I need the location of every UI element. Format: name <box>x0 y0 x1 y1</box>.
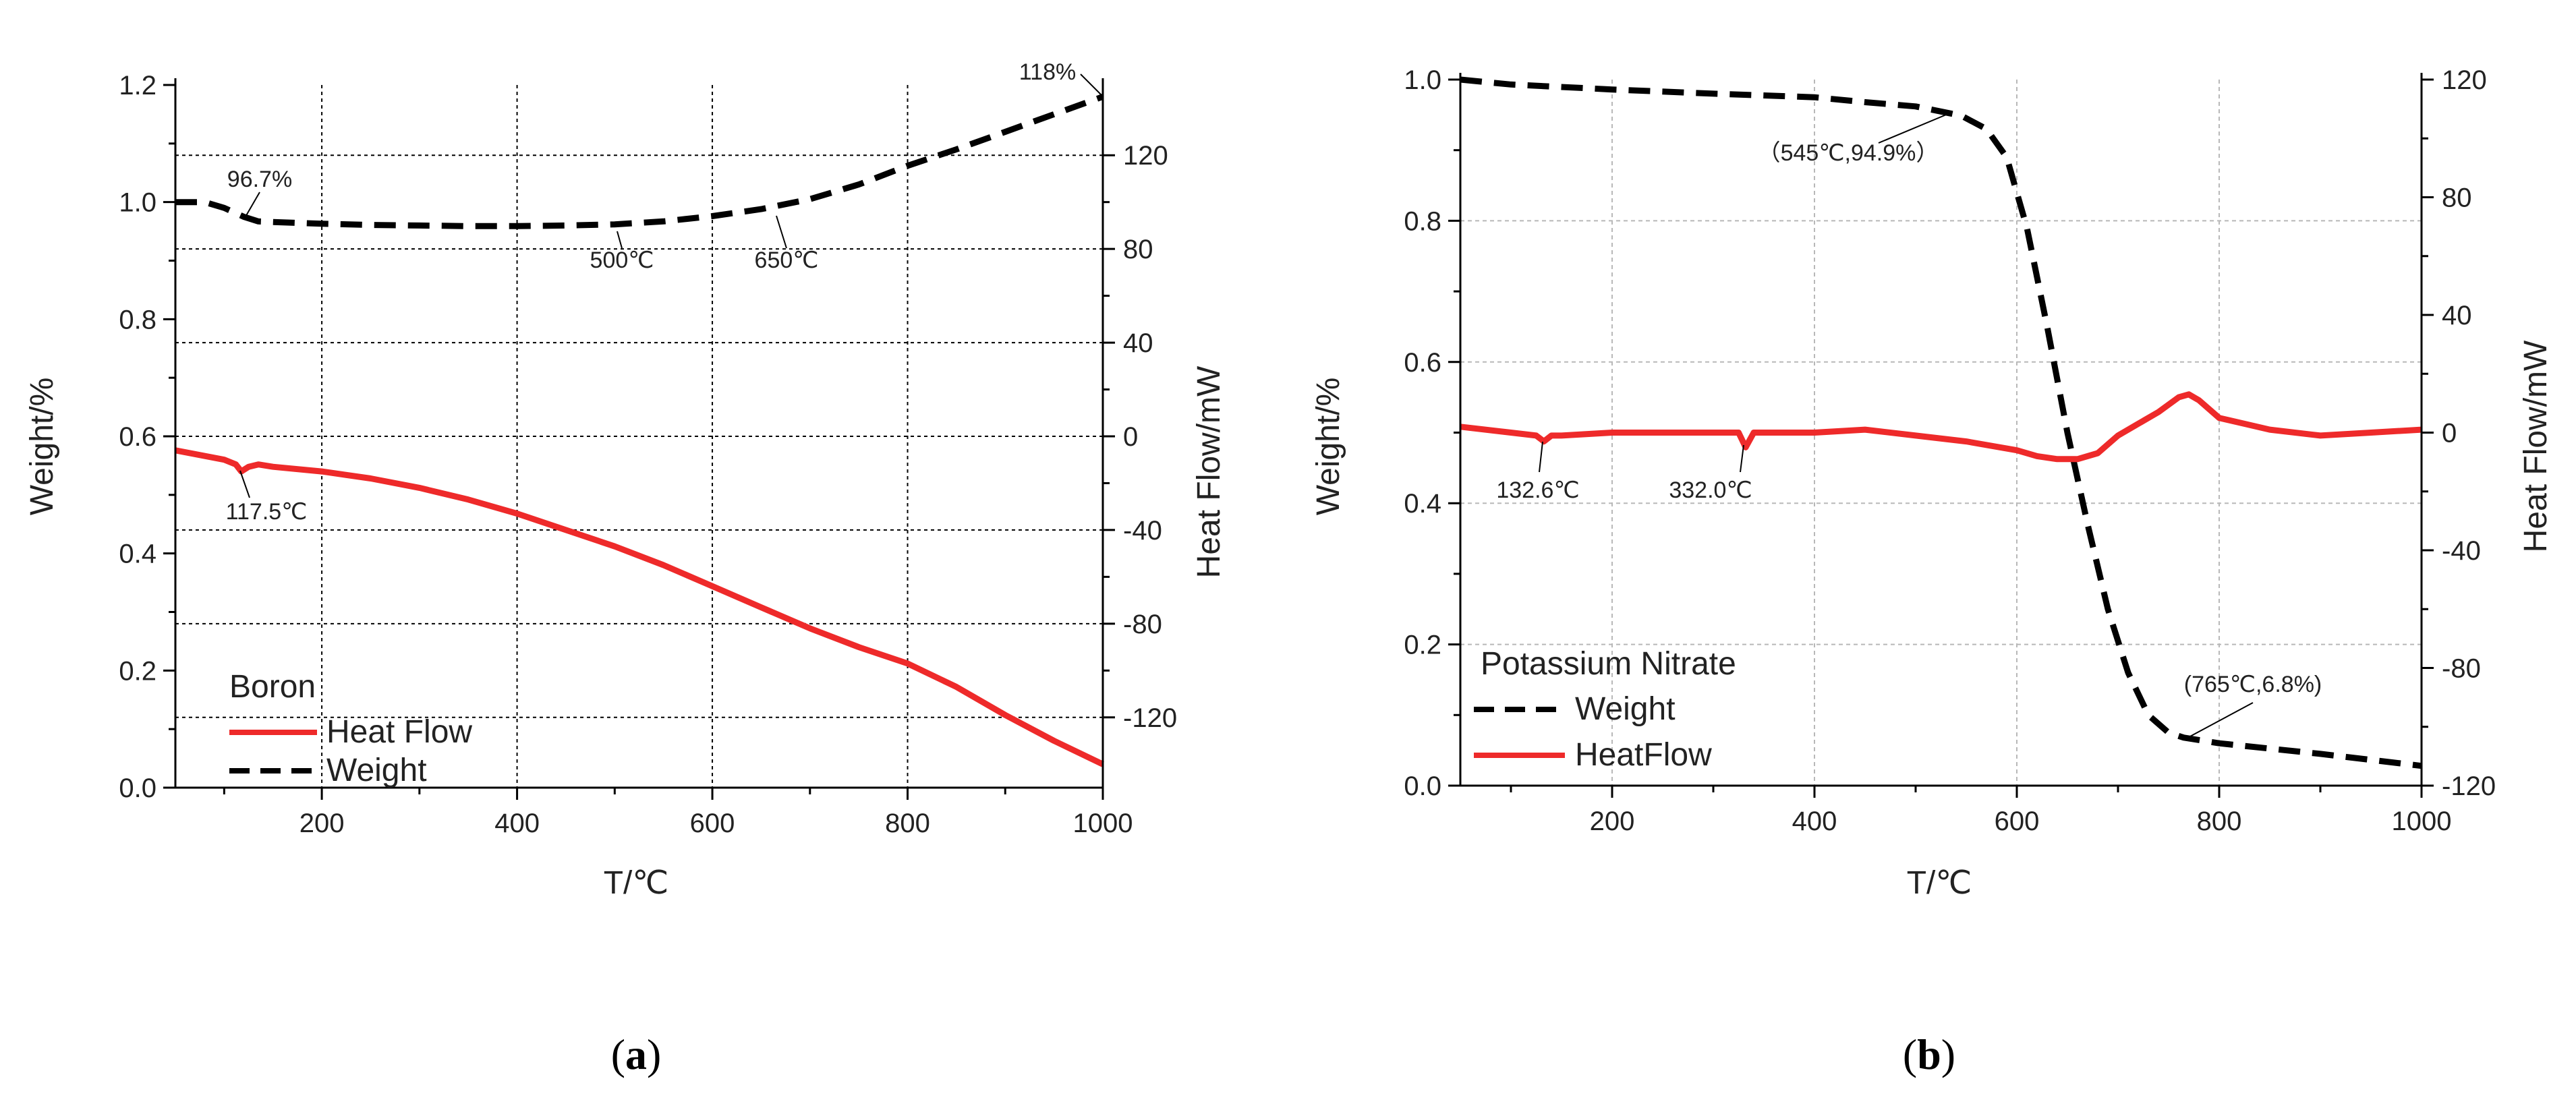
panel-b-annotation-leader <box>1878 111 1953 144</box>
panel-b-series <box>1460 76 2422 769</box>
panel-b-x-tick-label-400: 400 <box>1792 807 1837 836</box>
panel-a-annotation-leader <box>244 192 260 218</box>
panel-a-x-tick-label-400: 400 <box>494 809 540 838</box>
panel-b-x-tick-label-200: 200 <box>1590 807 1635 836</box>
panel-b-right-tick-label-40: 40 <box>2442 301 2472 330</box>
panel-a-right-tick-label--80: -80 <box>1123 610 1162 639</box>
panel-b-right-axis-label: Heat Flow/mW <box>2518 340 2554 552</box>
panel-b-legend-weight-label: Weight <box>1575 691 1676 727</box>
panel-a-left-tick-label-0.4: 0.4 <box>119 539 156 569</box>
panel-b-label-letter: b <box>1917 1030 1941 1078</box>
panel-b-annotation-label: (765℃,6.8%) <box>2184 672 2322 697</box>
panel-a-annotation-label: 650℃ <box>755 247 819 273</box>
panel-a-boron-chart: 0.0 0.2 0.4 0.6 0.8 1.0 1.2 -120 -80 -40 0 40 80 120… <box>24 59 1227 1078</box>
panel-a-gridlines <box>175 85 1103 788</box>
panel-a-series-heat-flow <box>175 447 1104 767</box>
panel-b-legend-title: Potassium Nitrate <box>1481 646 1736 682</box>
panel-b-series-heatflow <box>1460 391 2422 463</box>
panel-a-left-tick-label-0.6: 0.6 <box>119 422 156 452</box>
panel-b-label: (b) <box>1903 1030 1955 1078</box>
panel-b-x-ticks: 200 400 600 800 1000 <box>1510 786 2452 836</box>
panel-a-x-axis-label: T/℃ <box>604 865 669 901</box>
panel-b-right-tick-label-120: 120 <box>2442 65 2487 95</box>
panel-b-legend-heatflow-label: HeatFlow <box>1575 737 1712 773</box>
panel-b-x-tick-label-800: 800 <box>2197 807 2242 836</box>
panel-b-annotation-label: 332.0℃ <box>1669 477 1752 503</box>
panel-b-left-ticks: 0.0 0.2 0.4 0.6 0.8 1.0 <box>1404 65 1460 801</box>
panel-a-x-ticks: 200 400 600 800 1000 <box>223 788 1133 838</box>
panel-b-right-ticks: -120 -80 -40 0 40 80 120 <box>2422 65 2496 801</box>
panel-a-legend-title: Boron <box>229 669 316 705</box>
panel-a-left-tick-label-0.2: 0.2 <box>119 656 156 686</box>
panel-b-annotation-leader <box>1539 441 1543 473</box>
panel-a-x-tick-label-600: 600 <box>690 809 735 838</box>
panel-a-right-axis-label: Heat Flow/mW <box>1191 366 1227 578</box>
panel-a-right-ticks: -120 -80 -40 0 40 80 120 <box>1103 141 1177 733</box>
panel-b-annotation-leader <box>1740 444 1744 473</box>
panel-a-legend-heatflow-label: Heat Flow <box>326 714 472 750</box>
panel-b-gridlines <box>1460 80 2422 786</box>
panel-a-legend-weight-label: Weight <box>326 753 427 788</box>
panel-a-annotation-leader <box>239 470 250 498</box>
panel-a-annotations: 96.7% 500℃ 650℃ 118% 117.5℃ <box>226 59 1101 525</box>
panel-a-right-tick-label-80: 80 <box>1123 235 1153 264</box>
panel-a-x-tick-label-800: 800 <box>885 809 930 838</box>
panel-a-x-tick-label-1000: 1000 <box>1073 809 1133 838</box>
panel-b-right-tick-label-80: 80 <box>2442 183 2472 213</box>
panel-a-annotation-label: 118% <box>1019 59 1076 85</box>
panel-b-legend: Potassium Nitrate Weight HeatFlow <box>1474 646 1736 773</box>
panel-b-left-tick-label-0: 0.0 <box>1404 771 1441 801</box>
panel-b-annotation-leader <box>2188 702 2254 738</box>
panel-a-annotation-label: 96.7% <box>227 167 292 192</box>
panel-b-axes-frame <box>1459 73 2423 787</box>
panel-a-legend: Boron Heat Flow Weight <box>229 669 472 788</box>
panel-a-annotation-label: 500℃ <box>590 247 654 273</box>
panel-b-left-tick-label-0.6: 0.6 <box>1404 348 1441 378</box>
panel-b-right-tick-label-0: 0 <box>2442 419 2457 448</box>
panel-b-right-tick-label--40: -40 <box>2442 536 2481 566</box>
panel-a-label-letter: a <box>625 1030 647 1078</box>
panel-b-series-weight <box>1460 76 2422 769</box>
panel-a-right-tick-label--40: -40 <box>1123 516 1162 546</box>
panel-b-annotation-label: （545℃,94.9%） <box>1758 140 1939 166</box>
panel-a-annotation-leader <box>1080 74 1101 95</box>
panel-b-x-tick-label-600: 600 <box>1995 807 2040 836</box>
panel-a-left-tick-label-1.2: 1.2 <box>119 71 156 100</box>
panel-b-left-tick-label-0.2: 0.2 <box>1404 631 1441 660</box>
panel-a-left-tick-label-1: 1.0 <box>119 188 156 218</box>
panel-a-right-tick-label-0: 0 <box>1123 422 1138 452</box>
panel-b-annotation-label: 132.6℃ <box>1496 477 1579 503</box>
panel-a-label: (a) <box>611 1030 662 1078</box>
panel-a-series-weight <box>175 94 1104 229</box>
panel-a-series <box>175 94 1104 767</box>
panel-a-left-ticks: 0.0 0.2 0.4 0.6 0.8 1.0 1.2 <box>119 71 175 803</box>
panel-a-right-tick-label-120: 120 <box>1123 141 1168 171</box>
panel-a-right-tick-label--120: -120 <box>1123 703 1177 733</box>
panel-b-left-axis-label: Weight/% <box>1311 378 1346 516</box>
panel-a-annotation-leader <box>617 231 623 249</box>
panel-a-annotation-leader <box>776 215 787 249</box>
panel-b-left-tick-label-0.8: 0.8 <box>1404 206 1441 236</box>
panel-a-annotation-label: 117.5℃ <box>226 499 308 525</box>
panel-b-x-tick-label-1000: 1000 <box>2392 807 2452 836</box>
panel-b-right-tick-label--120: -120 <box>2442 771 2496 801</box>
panel-b-annotations: （545℃,94.9%） (765℃,6.8%) 132.6℃ 332.0℃ <box>1496 111 2322 738</box>
panel-a-left-tick-label-0.8: 0.8 <box>119 305 156 334</box>
panel-b-left-tick-label-0.4: 0.4 <box>1404 489 1441 519</box>
panel-a-x-tick-label-200: 200 <box>299 809 345 838</box>
panel-b-left-tick-label-1: 1.0 <box>1404 65 1441 95</box>
panel-b-right-tick-label--80: -80 <box>2442 654 2481 684</box>
panel-a-left-axis-label: Weight/% <box>24 378 60 516</box>
panel-a-left-tick-label-0: 0.0 <box>119 773 156 803</box>
panel-a-axes-frame <box>174 78 1104 789</box>
panel-a-right-tick-label-40: 40 <box>1123 328 1153 358</box>
panel-b-potassium-nitrate-chart: 0.0 0.2 0.4 0.6 0.8 1.0 -120 -80 -40 0 40 80 120 20… <box>1311 65 2554 1078</box>
panel-b-x-axis-label: T/℃ <box>1907 865 1972 901</box>
